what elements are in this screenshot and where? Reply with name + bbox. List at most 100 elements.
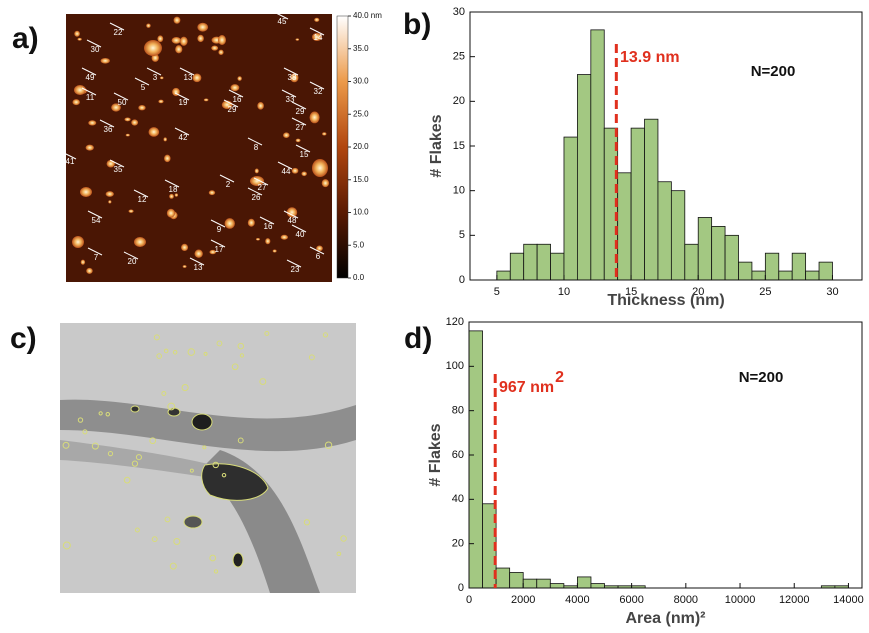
afm-flake [144, 40, 162, 56]
afm-flake [247, 218, 255, 227]
afm-profile-line [259, 216, 275, 225]
afm-flake [100, 57, 110, 64]
colorbar-tick-label: 0.0 [353, 273, 365, 282]
tem-particle [237, 342, 245, 350]
afm-flake [197, 34, 204, 43]
x-tick-label: 20 [692, 286, 704, 298]
afm-flake [257, 101, 264, 110]
bar [590, 29, 605, 281]
tem-film [60, 440, 230, 480]
afm-flake [80, 259, 86, 265]
afm-flake-label: 13 [194, 263, 203, 272]
tem-particle [105, 412, 110, 417]
bar [818, 261, 833, 281]
afm-profile-line [309, 81, 325, 90]
afm-flake [255, 238, 260, 241]
afm-flake [314, 17, 320, 22]
x-tick-label: 8000 [674, 594, 698, 606]
tem-particle [187, 348, 196, 356]
afm-flake [321, 179, 330, 188]
tem-particle [340, 535, 347, 542]
afm-flake-label: 2 [226, 180, 231, 189]
y-tick-label: 25 [453, 51, 465, 63]
y-tick-label: 30 [453, 6, 465, 18]
afm-flake [290, 73, 299, 83]
bar [657, 181, 672, 281]
afm-flake [146, 23, 151, 28]
afm-flake [74, 30, 80, 37]
afm-flake-label: 44 [282, 167, 291, 176]
panel-label: c) [10, 322, 37, 355]
afm-profile-line [277, 161, 293, 170]
y-tick-label: 120 [446, 316, 464, 328]
panel-label: d) [404, 322, 432, 355]
afm-profile-line [286, 259, 302, 268]
bar [670, 190, 686, 281]
afm-profile-line [253, 177, 269, 186]
afm-profile-line [113, 92, 129, 101]
afm-profile-line [146, 67, 162, 76]
y-tick-label: 10 [453, 185, 465, 197]
y-tick-label: 60 [452, 449, 464, 461]
afm-profile-line [87, 247, 103, 256]
x-axis-title: Area (nm)² [625, 610, 705, 627]
bar [805, 270, 820, 281]
afm-profile-line [247, 137, 263, 146]
bar [590, 583, 605, 589]
afm-flake-label: 32 [314, 87, 323, 96]
afm-profile-line [123, 251, 139, 260]
afm-flake-label: 20 [128, 257, 137, 266]
tem-particle [82, 429, 88, 435]
tem-particle [77, 417, 84, 423]
tem-particle [239, 353, 245, 358]
y-tick-label: 40 [452, 493, 464, 505]
afm-flake [171, 36, 182, 44]
tem-particle [151, 536, 158, 543]
bar [523, 243, 538, 281]
afm-flake [192, 73, 202, 83]
tem-flake [191, 413, 213, 431]
y-tick-label: 0 [458, 582, 464, 594]
x-axis-title: Thickness (nm) [607, 292, 724, 309]
afm-flake [138, 105, 146, 111]
annotation-text: 967 nm [499, 379, 554, 396]
x-tick-label: 4000 [565, 594, 589, 606]
colorbar-tick-label: 25.0 [353, 109, 369, 118]
afm-profile-line [291, 101, 307, 110]
tem-flake [183, 515, 203, 529]
afm-flake [166, 208, 176, 218]
tem-particle [173, 537, 181, 545]
tem-particle [202, 445, 207, 450]
afm-flake [128, 209, 134, 213]
afm-profile-line [283, 210, 299, 219]
afm-profile-line [99, 119, 115, 128]
afm-flake [194, 249, 203, 258]
y-axis-title: # Flakes [427, 423, 444, 486]
afm-flake [86, 267, 93, 274]
afm-flake [272, 249, 277, 253]
afm-flake-label: 48 [288, 216, 297, 225]
y-tick-label: 15 [453, 140, 465, 152]
afm-flake [295, 138, 301, 143]
tem-particle [98, 411, 103, 416]
afm-flake [157, 35, 164, 43]
x-tick-label: 10000 [725, 594, 756, 606]
tem-particle [203, 351, 208, 356]
afm-flake [295, 38, 300, 41]
y-tick-label: 20 [453, 95, 465, 107]
bar [630, 127, 645, 281]
tem-particle [212, 461, 219, 469]
afm-flake [208, 190, 216, 196]
afm-flake-label: 3 [153, 73, 158, 82]
afm-flake [181, 243, 189, 252]
afm-profile-line [281, 89, 297, 98]
tem-particle [181, 384, 189, 392]
bar [576, 74, 592, 281]
tem-particle [172, 350, 178, 355]
afm-flake-label: 13 [184, 73, 193, 82]
tem-particle [303, 519, 311, 526]
afm-flake-label: 18 [169, 185, 178, 194]
afm-profile-line [164, 179, 180, 188]
afm-flake [148, 127, 160, 137]
